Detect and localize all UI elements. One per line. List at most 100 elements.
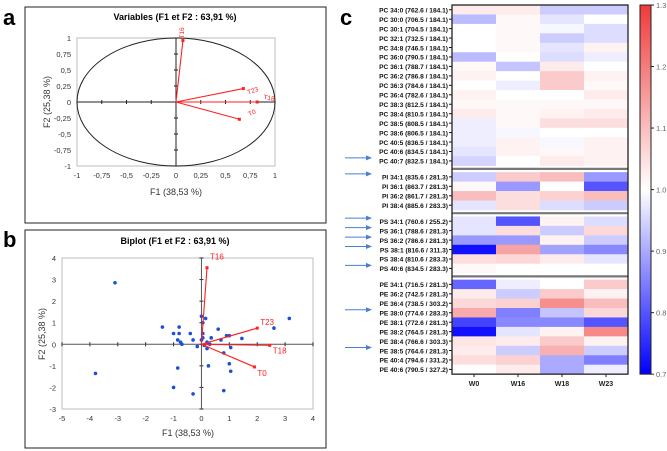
heatmap-cell [584, 156, 629, 166]
row-label: PI 38:4 (885.6 / 283.3) [382, 203, 448, 210]
heatmap-cell [584, 146, 629, 157]
heatmap-cell [584, 80, 629, 91]
heatmap-cell [496, 279, 541, 290]
heatmap-cell [584, 254, 629, 264]
heatmap-cell [540, 216, 585, 227]
heatmap-cell [540, 23, 585, 34]
data-point [171, 331, 176, 336]
heatmap-cell [496, 71, 541, 81]
heatmap-cell [496, 326, 541, 337]
row-label: PE 38:2 (764.5 / 281.3) [379, 329, 448, 336]
heatmap-cell [452, 191, 497, 201]
heatmap-cell [540, 326, 585, 337]
heatmap-cell [584, 5, 629, 15]
row-label: PS 34:1 (760.6 / 255.2) [379, 219, 448, 226]
data-point [209, 336, 214, 340]
row-label: PC 34:8 (746.5 / 184.1) [379, 45, 448, 52]
row-label: PS 38:1 (816.6 / 311.3) [380, 247, 448, 254]
row-label: PC 32:1 (732.5 / 184.1) [379, 36, 448, 43]
panel-frame [24, 6, 327, 224]
vector-end-marker [205, 266, 209, 270]
heatmap-cell [540, 355, 585, 365]
row-label: PS 36:2 (786.6 / 281.3) [379, 238, 448, 245]
colorbar-tick-label: 1.2 [656, 63, 666, 72]
heatmap-cell [540, 244, 585, 255]
y-tick-label: 3 [52, 276, 56, 285]
heatmap-cell [584, 364, 629, 375]
data-point [191, 338, 195, 342]
heatmap-cell [584, 263, 629, 274]
heatmap-cell [452, 23, 497, 34]
row-label: PC 36:4 (782.6 / 184.1) [379, 93, 448, 100]
heatmap-cell [452, 61, 497, 72]
heatmap-cell [584, 23, 629, 34]
x-tick-label: -0,25 [143, 171, 160, 180]
heatmap-cell [584, 33, 629, 44]
vector-t23 [175, 88, 244, 103]
heatmap-cell [540, 118, 585, 129]
heatmap-cell [540, 146, 585, 157]
row-label: PE 40:4 (794.6 / 331.2) [379, 358, 448, 365]
heatmap-cell [540, 33, 585, 44]
heatmap-cell [496, 146, 541, 157]
heatmap-cell [496, 200, 541, 211]
row-label: PS 38:4 (810.6 / 283.3) [379, 257, 448, 264]
heatmap-cell [452, 181, 497, 192]
heatmap-cell [496, 127, 541, 138]
heatmap-cell [540, 52, 585, 62]
heatmap-cell [452, 225, 497, 236]
data-point [228, 345, 233, 350]
heatmap-cell [452, 326, 497, 337]
heatmap-cell [540, 172, 585, 182]
heatmap-cell [452, 200, 497, 211]
heatmap-cell [496, 289, 541, 299]
heatmap-cell [584, 298, 629, 309]
heatmap-cell [452, 137, 497, 148]
x-tick-label: 3 [283, 414, 287, 423]
y-tick-label: 0 [67, 98, 71, 107]
heatmap-cell [452, 127, 497, 138]
heatmap-cell [496, 61, 541, 72]
heatmap-cell [540, 191, 585, 201]
data-point [216, 327, 220, 331]
heatmap-cell [452, 263, 497, 274]
data-point [175, 338, 180, 342]
data-point [160, 325, 165, 329]
y-tick-label: 1 [67, 34, 71, 43]
column-label: W16 [511, 381, 526, 388]
heatmap-cell [540, 225, 585, 236]
heatmap-cell [452, 80, 497, 91]
row-label: PE 36:2 (742.5 / 281.3) [379, 292, 448, 299]
heatmap-cell [584, 118, 629, 129]
colorbar [639, 4, 652, 375]
heatmap-cell [540, 345, 585, 356]
vector-end-marker [268, 343, 272, 347]
heatmap-cell [496, 308, 541, 318]
y-tick-label: 0 [52, 340, 56, 349]
heatmap-cell [584, 181, 629, 192]
heatmap-cell [540, 279, 585, 290]
row-label: PE 38:0 (774.6 / 283.3) [379, 310, 448, 317]
panel-b-biplot: Biplot (F1 et F2 : 63,91 %) F1 (38,53 %)… [24, 229, 327, 449]
row-label: PI 34:1 (835.6 / 281.3) [382, 175, 448, 182]
data-point [175, 366, 180, 370]
heatmap-cell [540, 71, 585, 81]
data-point [199, 314, 204, 319]
vector-t16 [175, 40, 184, 103]
heatmap-cell [540, 336, 585, 347]
row-label: PC 40:7 (832.5 / 184.1) [379, 159, 448, 166]
data-point [206, 364, 211, 368]
panel-label-a: a [3, 5, 16, 30]
panel-label-b: b [3, 227, 16, 252]
vector-t0 [201, 343, 255, 368]
row-label: PC 36:2 (786.8 / 184.1) [379, 74, 448, 81]
row-label: PC 30:1 (704.5 / 184.1) [379, 26, 448, 33]
row-label: PC 36:1 (788.7 / 184.1) [379, 64, 448, 71]
heatmap-cell [584, 191, 629, 201]
heatmap-cell [584, 99, 629, 110]
heatmap-cell [496, 336, 541, 347]
heatmap-cell [452, 355, 497, 365]
heatmap-cell [452, 279, 497, 290]
heatmap-cell [496, 355, 541, 365]
x-tick-label: -1 [170, 414, 177, 423]
